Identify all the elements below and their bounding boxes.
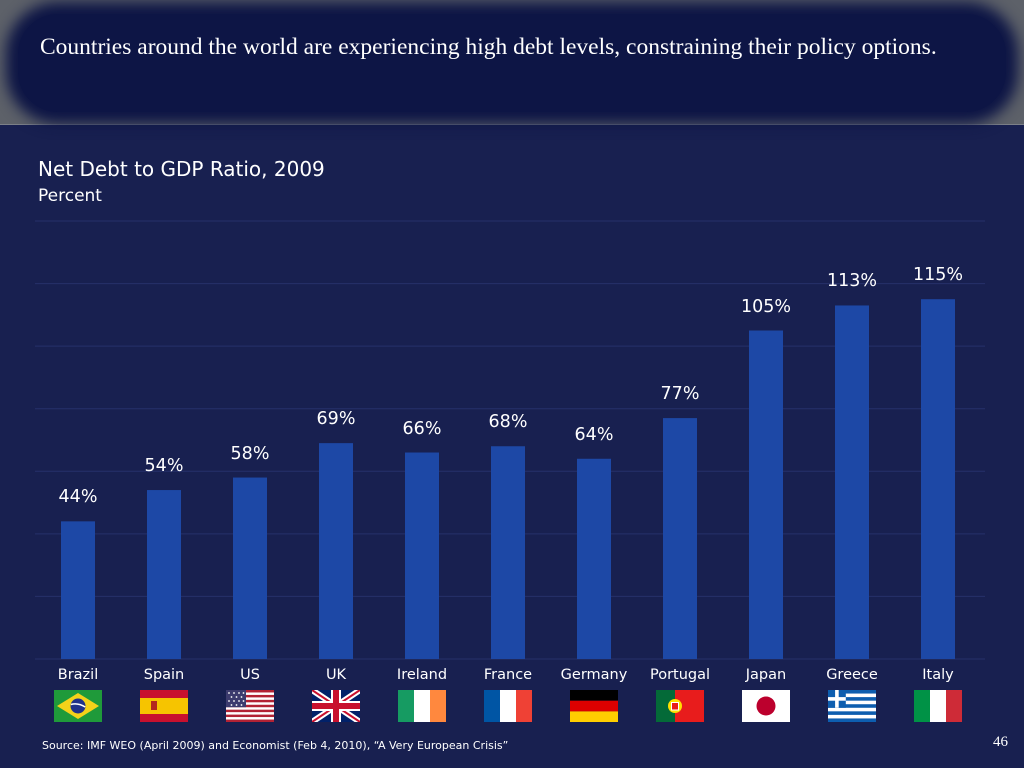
category-label-spain: Spain bbox=[143, 667, 185, 683]
category-label-us: US bbox=[240, 667, 260, 683]
category-label-ireland: Ireland bbox=[396, 667, 448, 683]
value-label-germany: 64% bbox=[574, 424, 614, 445]
greece-flag-icon bbox=[828, 690, 876, 722]
japan-flag-icon bbox=[742, 690, 790, 722]
bar-us bbox=[233, 477, 267, 659]
value-label-uk: 69% bbox=[316, 409, 356, 430]
spain-flag-icon bbox=[140, 690, 188, 722]
category-label-italy: Italy bbox=[922, 667, 954, 683]
slide-title: Countries around the world are experienc… bbox=[40, 34, 937, 60]
category-label-brazil: Brazil bbox=[57, 667, 99, 683]
italy-flag-icon bbox=[914, 690, 962, 722]
bar-uk bbox=[319, 443, 353, 659]
bar-ireland bbox=[405, 452, 439, 659]
value-label-us: 58% bbox=[230, 443, 270, 464]
chart-title: Net Debt to GDP Ratio, 2009 bbox=[38, 157, 325, 181]
france-flag-icon bbox=[484, 690, 532, 722]
category-label-portugal: Portugal bbox=[649, 667, 711, 683]
ireland-flag-icon bbox=[398, 690, 446, 722]
bar-italy bbox=[921, 299, 955, 659]
uk-flag-icon bbox=[312, 690, 360, 722]
bar-japan bbox=[749, 330, 783, 659]
page-number: 46 bbox=[993, 734, 1008, 750]
bar-spain bbox=[147, 490, 181, 659]
category-label-germany: Germany bbox=[560, 667, 628, 683]
category-label-france: France bbox=[483, 667, 533, 683]
portugal-flag-icon bbox=[656, 690, 704, 722]
title-banner-glow bbox=[18, 14, 1006, 112]
category-label-uk: UK bbox=[325, 667, 347, 683]
bar-brazil bbox=[61, 521, 95, 659]
bar-portugal bbox=[663, 418, 697, 659]
bar-greece bbox=[835, 305, 869, 659]
source-note: Source: IMF WEO (April 2009) and Economi… bbox=[42, 739, 509, 752]
value-label-portugal: 77% bbox=[660, 384, 700, 405]
category-label-greece: Greece bbox=[826, 667, 878, 683]
title-banner: Countries around the world are experienc… bbox=[0, 0, 1024, 125]
chart-subtitle: Percent bbox=[38, 186, 102, 206]
us-flag-icon bbox=[226, 690, 274, 722]
value-label-ireland: 66% bbox=[402, 418, 442, 439]
value-label-spain: 54% bbox=[144, 456, 184, 477]
value-label-brazil: 44% bbox=[58, 487, 98, 508]
bar-germany bbox=[577, 458, 611, 659]
category-label-japan: Japan bbox=[745, 667, 787, 683]
value-label-greece: 113% bbox=[826, 271, 878, 292]
value-label-france: 68% bbox=[488, 412, 528, 433]
value-label-japan: 105% bbox=[740, 296, 792, 317]
brazil-flag-icon bbox=[54, 690, 102, 722]
germany-flag-icon bbox=[570, 690, 618, 722]
bar-france bbox=[491, 446, 525, 659]
value-label-italy: 115% bbox=[912, 265, 964, 286]
